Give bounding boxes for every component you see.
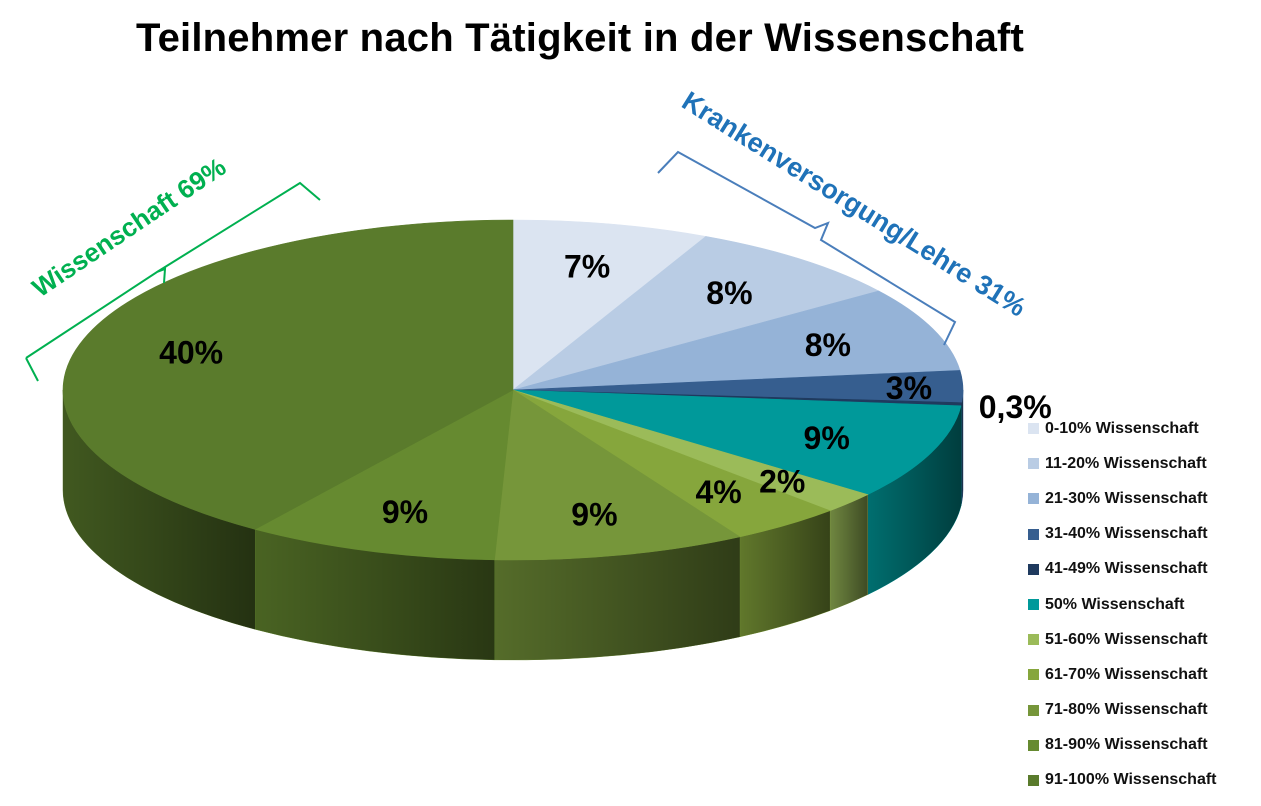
- legend-label: 50% Wissenschaft: [1045, 595, 1185, 613]
- legend-label: 31-40% Wissenschaft: [1045, 525, 1208, 543]
- data-label-31-40-wissenschaft: 3%: [886, 370, 932, 406]
- legend-swatch: [1028, 528, 1039, 540]
- data-label-0-10-wissenschaft: 7%: [564, 249, 610, 285]
- data-label-81-90-wissenschaft: 9%: [382, 494, 428, 530]
- data-label-91-100-wissenschaft: 40%: [159, 335, 223, 371]
- legend-label: 71-80% Wissenschaft: [1045, 701, 1208, 719]
- data-label-21-30-wissenschaft: 8%: [805, 327, 851, 363]
- data-label-51-60-wissenschaft: 2%: [759, 463, 805, 499]
- legend-label: 81-90% Wissenschaft: [1045, 736, 1208, 754]
- legend-swatch: [1028, 458, 1039, 470]
- data-label-71-80-wissenschaft: 9%: [571, 497, 617, 533]
- legend-swatch: [1028, 563, 1039, 575]
- legend-item-0-10-wissenschaft: 0-10% Wissenschaft: [1028, 411, 1217, 446]
- legend-swatch: [1028, 704, 1039, 716]
- legend-label: 51-60% Wissenschaft: [1045, 630, 1208, 648]
- legend-label: 91-100% Wissenschaft: [1045, 771, 1217, 789]
- slice-50-wissenschaft: [512, 389, 962, 495]
- pie-data-labels: 7% 8% 8% 3% 0,3% 9% 2% 4% 9% 9% 40%: [159, 249, 1052, 533]
- legend-swatch: [1028, 493, 1039, 505]
- group-krankenversorgung-bracket: [657, 150, 957, 346]
- slice-81-90-wissenschaft: [254, 389, 514, 561]
- group-wissenschaft-bracket: [25, 181, 321, 382]
- legend-item-31-40-wissenschaft: 31-40% Wissenschaft: [1028, 517, 1217, 552]
- data-label-50-wissenschaft: 9%: [804, 420, 850, 456]
- legend-item-50-wissenschaft: 50% Wissenschaft: [1028, 587, 1217, 622]
- pie-slices: [62, 219, 964, 561]
- slice-side-shade-91-100-wissenschaft: [63, 390, 255, 630]
- slice-side-shade-31-40-wissenschaft: [961, 390, 963, 503]
- slice-side-shade-71-80-wissenschaft: [494, 536, 740, 661]
- legend-label: 21-30% Wissenschaft: [1045, 489, 1208, 507]
- legend-item-41-49-wissenschaft: 41-49% Wissenschaft: [1028, 552, 1217, 587]
- slice-side-shade-50-wissenschaft: [867, 405, 962, 595]
- legend-item-51-60-wissenschaft: 51-60% Wissenschaft: [1028, 622, 1217, 657]
- slice-0-10-wissenschaft: [512, 219, 707, 391]
- slice-side-shade-61-70-wissenschaft: [739, 510, 830, 637]
- data-label-11-20-wissenschaft: 8%: [706, 275, 752, 311]
- slice-91-100-wissenschaft: [62, 219, 514, 530]
- pie-sides: [62, 389, 964, 661]
- legend-swatch: [1028, 739, 1039, 751]
- legend-item-91-100-wissenschaft: 91-100% Wissenschaft: [1028, 763, 1217, 798]
- legend-swatch: [1028, 599, 1039, 611]
- data-label-61-70-wissenschaft: 4%: [695, 474, 741, 510]
- legend-item-71-80-wissenschaft: 71-80% Wissenschaft: [1028, 693, 1217, 728]
- legend-swatch: [1028, 669, 1039, 681]
- legend-label: 41-49% Wissenschaft: [1045, 560, 1208, 578]
- data-label-41-49-wissenschaft: 0,3%: [979, 389, 1052, 425]
- legend-item-11-20-wissenschaft: 11-20% Wissenschaft: [1028, 446, 1217, 481]
- slice-side-shade-51-60-wissenschaft: [829, 494, 868, 611]
- legend-swatch: [1028, 774, 1039, 786]
- legend-label: 61-70% Wissenschaft: [1045, 665, 1208, 683]
- slice-side-shade-81-90-wissenschaft: [254, 529, 495, 660]
- slice-21-30-wissenschaft: [512, 290, 961, 391]
- legend-swatch: [1028, 423, 1039, 435]
- chart-legend: 0-10% Wissenschaft 11-20% Wissenschaft 21-…: [1028, 411, 1217, 798]
- legend-item-81-90-wissenschaft: 81-90% Wissenschaft: [1028, 728, 1217, 763]
- slice-11-20-wissenschaft: [512, 236, 880, 391]
- chart-title: Teilnehmer nach Tätigkeit in der Wissens…: [135, 16, 1025, 60]
- legend-item-21-30-wissenschaft: 21-30% Wissenschaft: [1028, 481, 1217, 516]
- legend-label: 0-10% Wissenschaft: [1045, 419, 1199, 437]
- legend-swatch: [1028, 634, 1039, 646]
- legend-label: 11-20% Wissenschaft: [1045, 454, 1207, 472]
- slice-71-80-wissenschaft: [494, 389, 741, 561]
- legend-item-61-70-wissenschaft: 61-70% Wissenschaft: [1028, 657, 1217, 692]
